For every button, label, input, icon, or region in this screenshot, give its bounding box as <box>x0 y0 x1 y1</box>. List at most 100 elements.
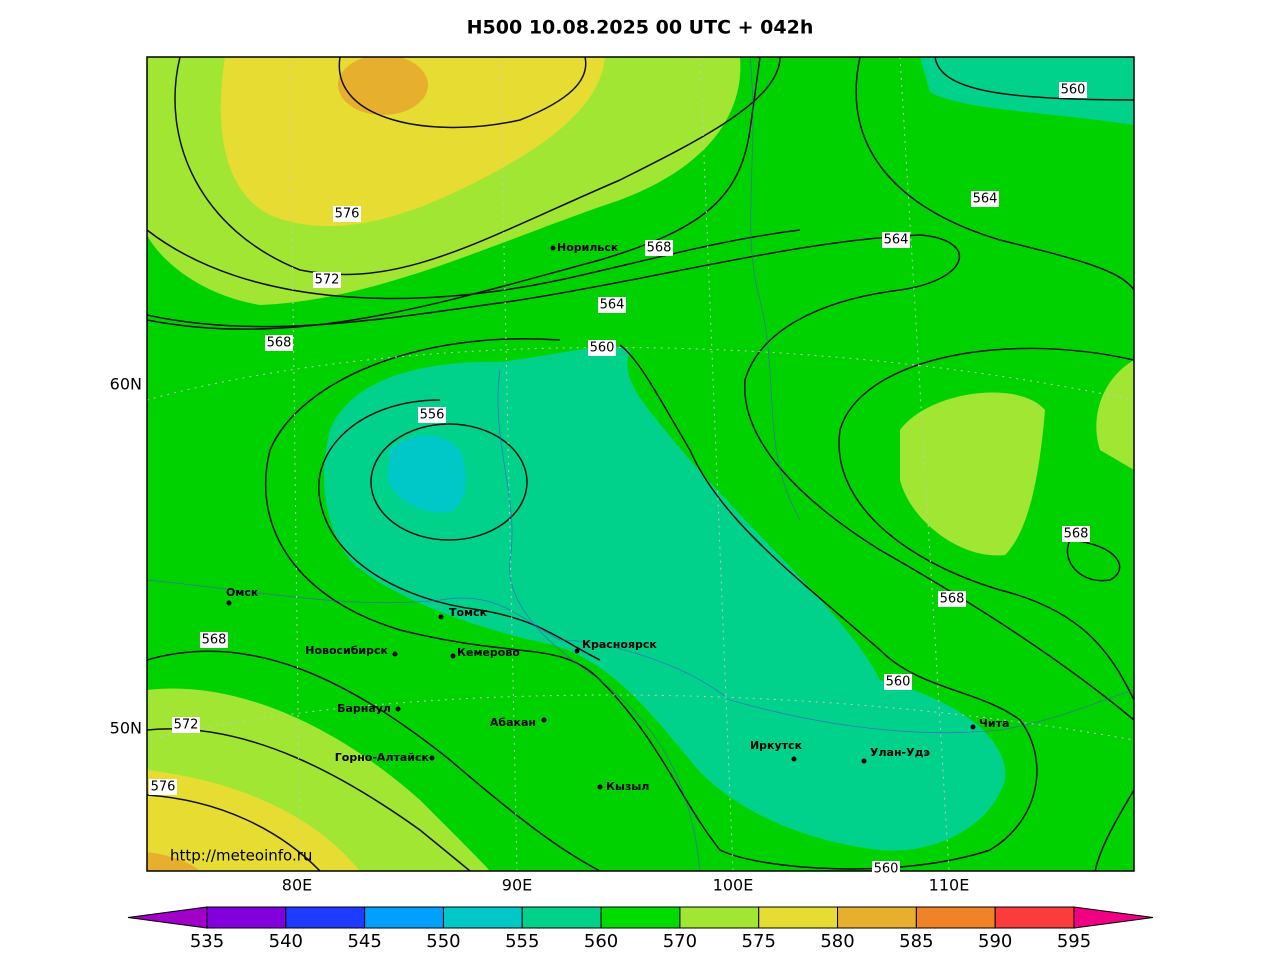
contour-label: 568 <box>647 241 672 256</box>
fill-575-580 <box>147 770 360 871</box>
contour-label: 564 <box>600 298 625 313</box>
fill-575-580 <box>220 57 605 227</box>
colorbar-extend-high <box>1073 906 1154 929</box>
contour-label-box <box>200 632 228 648</box>
contour-label: 560 <box>590 341 615 356</box>
contour-label-box <box>884 674 912 690</box>
colorbar-segment <box>758 906 839 929</box>
city-dot <box>574 648 580 654</box>
city-dot <box>791 756 797 762</box>
lon-label: 110E <box>929 876 970 895</box>
fill-555-560 <box>324 346 1006 851</box>
contour-label-box <box>1062 526 1090 542</box>
contour-label-box <box>418 407 446 423</box>
colorbar-tick-label: 545 <box>347 931 381 952</box>
watermark: http://meteoinfo.ru <box>170 847 312 865</box>
contour-label: 568 <box>1064 527 1089 542</box>
colorbar-tick-label: 540 <box>269 931 303 952</box>
city-dot <box>392 651 398 657</box>
city-name: Барнаул <box>337 702 391 715</box>
city-name: Кемерово <box>457 646 520 659</box>
city-dot <box>970 724 976 730</box>
plot-frame <box>146 56 1135 872</box>
contour-label: 568 <box>202 633 227 648</box>
colorbar-segment <box>285 906 366 929</box>
colorbar-segment <box>600 906 681 929</box>
contour-label-box <box>598 297 626 313</box>
city-dot <box>226 600 232 606</box>
colorbar-tick-label: 585 <box>899 931 933 952</box>
lon-label: 100E <box>713 876 754 895</box>
colorbar-tick-label: 560 <box>584 931 618 952</box>
contour-label: 560 <box>886 675 911 690</box>
city-dot <box>429 755 435 761</box>
city-name: Иркутск <box>750 739 803 752</box>
contour-label: 568 <box>940 592 965 607</box>
city-name: Новосибирск <box>305 644 388 657</box>
colorbar-extend-low <box>127 906 208 929</box>
contour-label: 564 <box>973 192 998 207</box>
colorbar-tick-label: 595 <box>1057 931 1091 952</box>
city-name: Чита <box>979 717 1009 730</box>
colorbar-segment <box>364 906 444 929</box>
contour-label-box <box>333 206 361 222</box>
colorbar-segment <box>679 906 760 929</box>
colorbar-tick-label: 580 <box>820 931 854 952</box>
city-name: Норильск <box>557 241 619 254</box>
colorbar-segment <box>994 906 1075 929</box>
city-dot <box>395 706 401 712</box>
city-dot <box>450 653 456 659</box>
contour-label: 564 <box>884 233 909 248</box>
graticule <box>147 57 1134 871</box>
contour-label-box <box>265 335 293 351</box>
fill-570-575 <box>900 392 1045 556</box>
contour-label-box <box>588 340 616 356</box>
fill-580-585 <box>338 57 428 115</box>
contour-label: 576 <box>335 207 360 222</box>
colorbar-tick-label: 575 <box>742 931 776 952</box>
lat-label: 50N <box>110 719 142 738</box>
city-name: Улан-Удэ <box>870 746 930 759</box>
colorbar-segment <box>521 906 602 929</box>
fill-580-585 <box>147 852 200 871</box>
field <box>147 57 1134 871</box>
colorbar-tick-label: 570 <box>663 931 697 952</box>
colorbar-tick-label: 550 <box>426 931 460 952</box>
colorbar-segment <box>442 906 523 929</box>
contour-label-box <box>645 240 673 256</box>
colorbar-segment <box>206 906 287 929</box>
city-dot <box>438 614 444 620</box>
city-name: Красноярск <box>582 638 657 651</box>
city-dot <box>861 758 867 764</box>
contour-label: 560 <box>874 862 899 877</box>
contour-label: 572 <box>174 718 199 733</box>
lon-label: 80E <box>282 876 312 895</box>
fill-555-560 <box>920 57 1134 125</box>
city-name: Томск <box>449 606 488 619</box>
contour-label-box <box>872 861 900 877</box>
contour-label: 556 <box>420 408 445 423</box>
city-dot <box>550 245 556 251</box>
city-name: Абакан <box>490 716 536 729</box>
colorbar-segment <box>915 906 996 929</box>
contour-label: 560 <box>1061 83 1086 98</box>
lat-label: 60N <box>110 375 142 394</box>
contour-label-box <box>882 232 910 248</box>
colorbar-tick-label: 590 <box>978 931 1012 952</box>
colorbar-tick-label: 555 <box>505 931 539 952</box>
contour-label-box <box>172 717 200 733</box>
fill-570-575 <box>1096 360 1134 470</box>
contour-label: 572 <box>315 273 340 288</box>
city-name: Горно-Алтайск <box>335 751 430 764</box>
title: H500 10.08.2025 00 UTC + 042h <box>467 17 814 39</box>
city-name: Омск <box>226 586 259 599</box>
city-dot <box>597 784 603 790</box>
contour-label: 568 <box>267 336 292 351</box>
contour-label-box <box>938 591 966 607</box>
contour-label-box <box>149 779 177 795</box>
borders <box>147 57 1134 871</box>
colorbar-tick-label: 535 <box>190 931 224 952</box>
contour-label-box <box>313 272 341 288</box>
contour-label-box <box>1059 82 1087 98</box>
